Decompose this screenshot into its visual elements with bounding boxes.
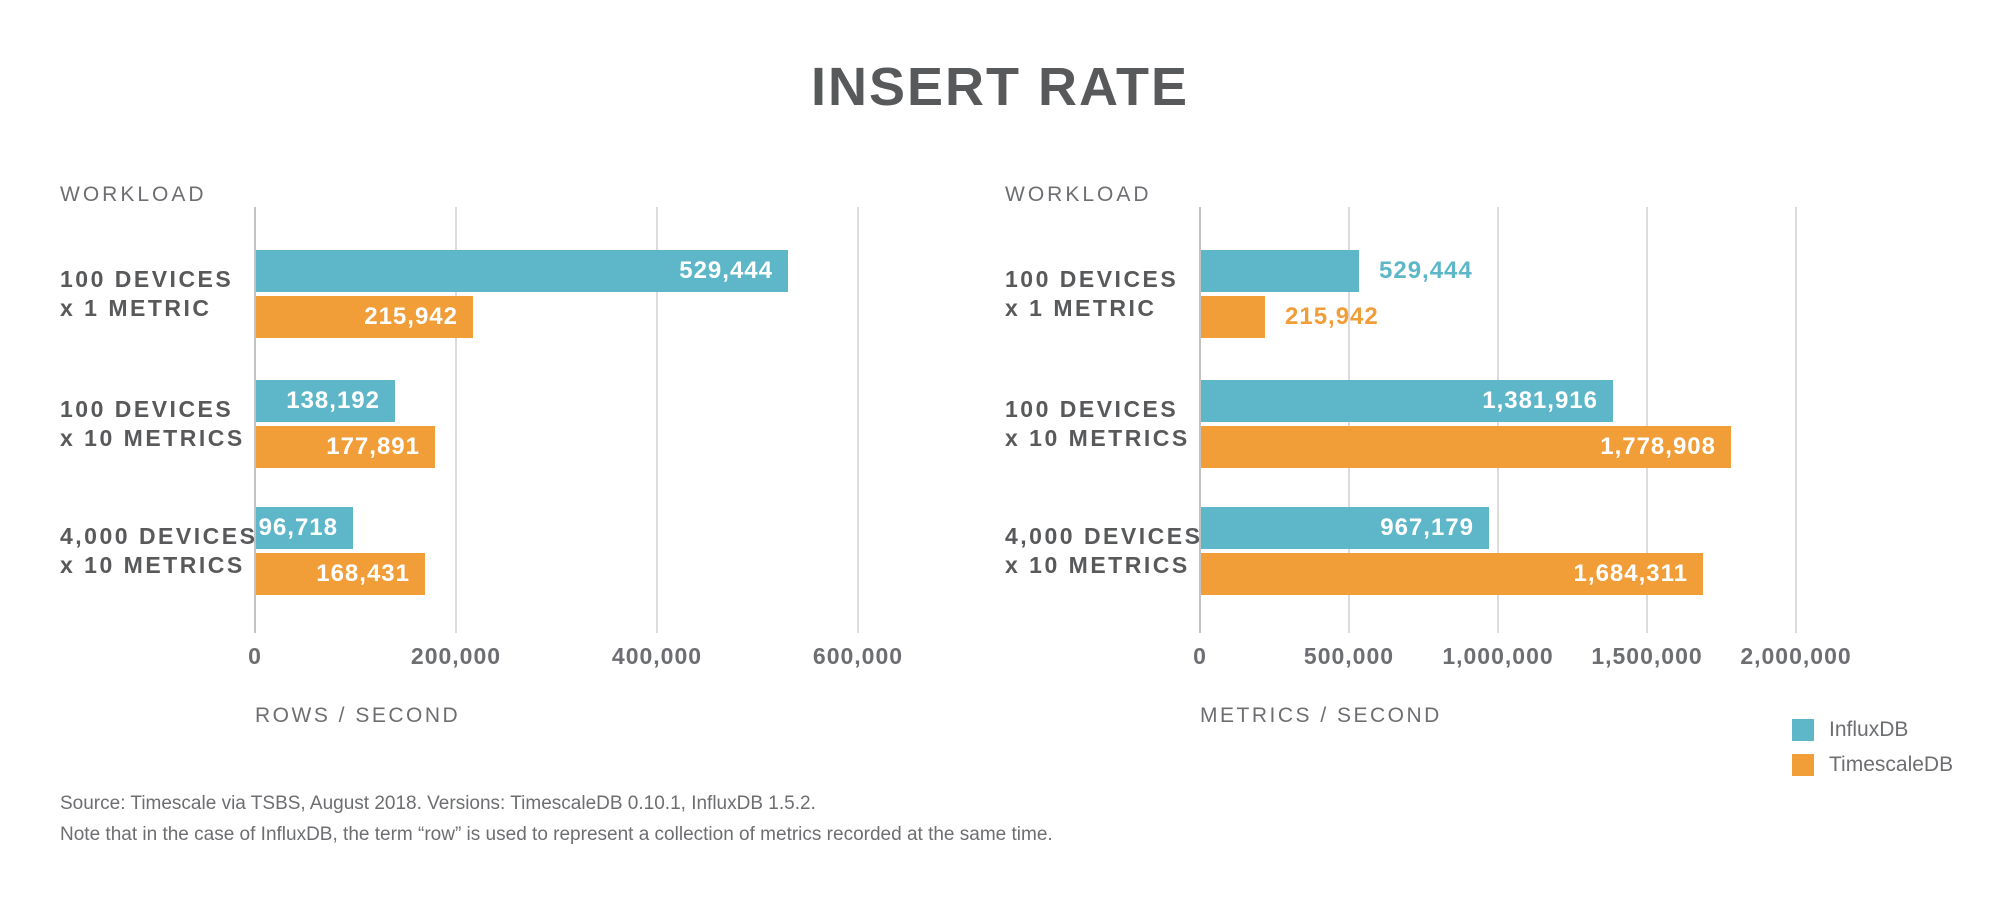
- x-tick-label: 0: [1193, 643, 1207, 669]
- x-tick-label: 600,000: [812, 643, 904, 669]
- category-label-line: 100 DEVICES: [60, 266, 234, 292]
- legend-item-influxdb: InfluxDB: [1792, 718, 1953, 742]
- bar-influxdb: 96,718: [256, 507, 353, 549]
- gridline: [1199, 207, 1201, 633]
- bar-timescaledb: 1,778,908: [1201, 426, 1731, 468]
- category-label-line: 4,000 DEVICES: [1005, 523, 1203, 549]
- category-label-line: x 10 METRICS: [1005, 425, 1190, 451]
- x-tick-label: 500,000: [1303, 643, 1395, 669]
- x-tick-label: 1,500,000: [1591, 643, 1703, 669]
- category-label-line: x 10 METRICS: [1005, 552, 1190, 578]
- category-label: 100 DEVICES x 10 METRICS: [1005, 395, 1190, 453]
- category-label: 100 DEVICES x 1 METRIC: [1005, 265, 1178, 323]
- bar-timescaledb: 1,684,311: [1201, 553, 1703, 595]
- bar-influxdb: 138,192: [256, 380, 395, 422]
- x-tick-label: 2,000,000: [1740, 643, 1852, 669]
- bar-timescaledb: 168,431: [256, 553, 425, 595]
- category-label-line: 100 DEVICES: [1005, 396, 1179, 422]
- bar-value-label: 215,942: [1285, 303, 1379, 330]
- legend-item-timescaledb: TimescaleDB: [1792, 753, 1953, 777]
- bar-timescaledb: 177,891: [256, 426, 435, 468]
- x-axis-title: ROWS / SECOND: [255, 704, 461, 727]
- bar-influxdb: [1201, 250, 1359, 292]
- category-label-line: x 10 METRICS: [60, 552, 245, 578]
- category-label-line: x 1 METRIC: [1005, 295, 1157, 321]
- x-tick-label: 1,000,000: [1442, 643, 1554, 669]
- x-axis-title: METRICS / SECOND: [1200, 704, 1442, 727]
- gridline: [1795, 207, 1797, 633]
- category-label: 4,000 DEVICES x 10 METRICS: [60, 522, 257, 580]
- legend-label: InfluxDB: [1829, 718, 1909, 741]
- gridline: [857, 207, 859, 633]
- influxdb-swatch-icon: [1792, 719, 1814, 741]
- category-label-line: x 10 METRICS: [60, 425, 245, 451]
- bar-influxdb: 967,179: [1201, 507, 1489, 549]
- bar-influxdb: 529,444: [256, 250, 788, 292]
- bar-value-label: 529,444: [1379, 257, 1473, 284]
- category-label-line: x 1 METRIC: [60, 295, 212, 321]
- gridline: [1646, 207, 1648, 633]
- category-label-line: 4,000 DEVICES: [60, 523, 258, 549]
- bar-influxdb: 1,381,916: [1201, 380, 1613, 422]
- category-label-line: 100 DEVICES: [60, 396, 234, 422]
- gridline: [455, 207, 457, 633]
- category-label-line: 100 DEVICES: [1005, 266, 1179, 292]
- page-title: INSERT RATE: [810, 57, 1189, 117]
- x-tick-label: 400,000: [611, 643, 703, 669]
- x-tick-label: 200,000: [410, 643, 502, 669]
- footnote-note: Note that in the case of InfluxDB, the t…: [60, 824, 1053, 845]
- category-label: 4,000 DEVICES x 10 METRICS: [1005, 522, 1202, 580]
- gridline: [254, 207, 256, 633]
- category-label: 100 DEVICES x 1 METRIC: [60, 265, 233, 323]
- workload-title: WORKLOAD: [60, 183, 207, 206]
- workload-title: WORKLOAD: [1005, 183, 1152, 206]
- bar-timescaledb: [1201, 296, 1265, 338]
- gridline: [656, 207, 658, 633]
- legend-label: TimescaleDB: [1829, 753, 1954, 776]
- x-tick-label: 0: [248, 643, 262, 669]
- legend: InfluxDB TimescaleDB: [1792, 718, 1953, 788]
- category-label: 100 DEVICES x 10 METRICS: [60, 395, 245, 453]
- timescaledb-swatch-icon: [1792, 754, 1814, 776]
- bar-timescaledb: 215,942: [256, 296, 473, 338]
- footnote-source: Source: Timescale via TSBS, August 2018.…: [60, 793, 816, 814]
